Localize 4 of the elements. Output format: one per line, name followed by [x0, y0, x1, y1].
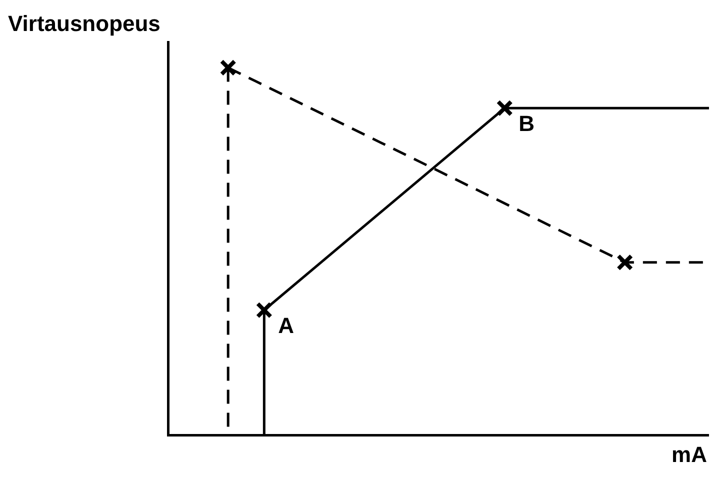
x-axis-title: mA [672, 442, 708, 468]
annotation: A [278, 313, 294, 338]
y-axis-title: Virtausnopeus [8, 11, 160, 36]
annotation: B [518, 111, 535, 136]
